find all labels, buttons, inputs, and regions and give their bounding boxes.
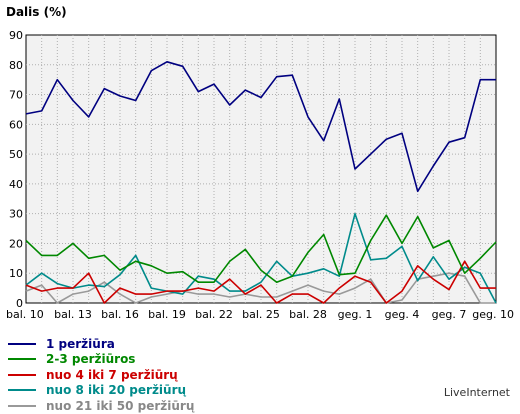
x-tick-label: bal. 25: [242, 308, 280, 321]
legend-swatch: [8, 373, 36, 376]
y-tick-label: 0: [16, 297, 23, 310]
legend-swatch: [8, 358, 36, 361]
legend-item: 2-3 peržiūros: [8, 352, 194, 368]
x-tick-label: geg. 7: [432, 308, 467, 321]
legend: 1 peržiūra 2-3 peržiūros nuo 4 iki 7 per…: [8, 336, 194, 414]
series-line: [25, 212, 497, 304]
legend-label: nuo 4 iki 7 peržiūrų: [46, 367, 178, 382]
y-tick-label: 20: [9, 237, 23, 250]
y-tick-label: 60: [9, 118, 23, 131]
brand-label: LiveInternet: [443, 386, 510, 399]
y-tick-label: 70: [9, 89, 23, 102]
x-tick-label: bal. 19: [148, 308, 186, 321]
y-tick-label: 90: [9, 29, 23, 42]
series-line: [25, 214, 497, 284]
legend-swatch: [8, 404, 36, 407]
grid-lines: [26, 35, 496, 303]
x-tick-label: geg. 1: [338, 308, 373, 321]
x-tick-label: bal. 22: [195, 308, 233, 321]
legend-label: 2-3 peržiūros: [46, 352, 136, 367]
x-tick-label: geg. 10: [472, 308, 514, 321]
legend-item: nuo 21 iki 50 peržiūrų: [8, 398, 194, 414]
y-tick-label: 50: [9, 148, 23, 161]
legend-item: nuo 4 iki 7 peržiūrų: [8, 367, 194, 383]
x-tick-label: bal. 16: [101, 308, 139, 321]
y-tick-labels: 0 10 20 30 40 50 60 70 80 90: [9, 29, 23, 310]
y-tick-label: 30: [9, 208, 23, 221]
legend-label: nuo 8 iki 20 peržiūrų: [46, 383, 187, 398]
x-tick-labels: bal. 10 bal. 13 bal. 16 bal. 19 bal. 22 bal. …: [6, 308, 514, 321]
y-tick-label: 40: [9, 178, 23, 191]
x-tick-label: bal. 28: [289, 308, 327, 321]
y-tick-label: 80: [9, 59, 23, 72]
legend-item: nuo 8 iki 20 peržiūrų: [8, 383, 194, 399]
series-lines: [25, 60, 497, 304]
y-axis-label: Dalis (%): [6, 5, 67, 19]
x-tick-label: bal. 13: [54, 308, 92, 321]
plot-area: [25, 34, 497, 304]
legend-swatch: [8, 389, 36, 392]
series-line: [25, 60, 496, 193]
series-line: [25, 260, 496, 304]
legend-item: 1 peržiūra: [8, 336, 194, 352]
legend-swatch: [8, 342, 36, 345]
x-tick-label: geg. 4: [385, 308, 420, 321]
legend-label: nuo 21 iki 50 peržiūrų: [46, 398, 195, 413]
y-tick-label: 10: [9, 267, 23, 280]
legend-label: 1 peržiūra: [46, 336, 115, 351]
x-tick-label: bal. 10: [6, 308, 44, 321]
